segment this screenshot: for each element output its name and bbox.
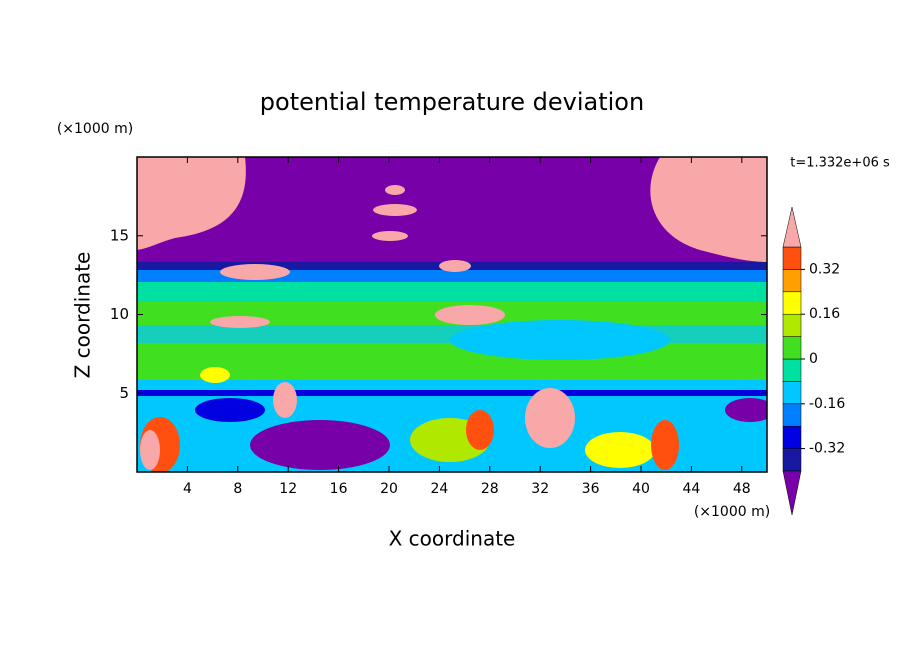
- colorbar-box: [782, 246, 802, 270]
- contour-field: [137, 157, 767, 472]
- colorbar-box: [782, 425, 802, 449]
- colorbar-box: [782, 403, 802, 427]
- x-tick-label: 40: [632, 481, 650, 497]
- x-tick-label: 44: [682, 481, 700, 497]
- colorbar-box: [782, 448, 802, 472]
- colorbar-under: [782, 470, 802, 516]
- colorbar-box: [782, 381, 802, 405]
- colorbar-tick-label: -0.32: [809, 441, 845, 457]
- colorbar-box: [782, 358, 802, 382]
- x-tick-label: 28: [481, 481, 499, 497]
- y-unit: (×1000 m): [57, 121, 133, 137]
- x-axis-label: X coordinate: [389, 527, 516, 551]
- x-tick-label: 4: [183, 481, 192, 497]
- time-label: t=1.332e+06 s: [790, 156, 890, 171]
- colorbar-over: [782, 206, 802, 248]
- y-tick-label: 15: [110, 226, 129, 244]
- x-tick-label: 48: [733, 481, 751, 497]
- x-tick-label: 8: [233, 481, 242, 497]
- colorbar-box: [782, 291, 802, 315]
- x-unit: (×1000 m): [694, 504, 770, 520]
- colorbar-tick-label: 0.16: [809, 306, 840, 322]
- colorbar-box: [782, 336, 802, 360]
- x-tick-label: 36: [582, 481, 600, 497]
- colorbar-tick-label: 0: [809, 351, 818, 367]
- colorbar-tick-label: 0.32: [809, 261, 840, 277]
- colorbar-box: [782, 313, 802, 337]
- colorbar-tick-label: -0.16: [809, 396, 845, 412]
- colorbar-box: [782, 269, 802, 293]
- x-tick-label: 24: [430, 481, 448, 497]
- y-tick-label: 5: [119, 384, 129, 402]
- y-axis-label: Z coordinate: [71, 252, 95, 379]
- x-tick-label: 16: [330, 481, 348, 497]
- x-tick-label: 32: [531, 481, 549, 497]
- y-tick-label: 10: [110, 305, 129, 323]
- chart-title: potential temperature deviation: [260, 88, 644, 116]
- x-tick-label: 12: [279, 481, 297, 497]
- x-tick-label: 20: [380, 481, 398, 497]
